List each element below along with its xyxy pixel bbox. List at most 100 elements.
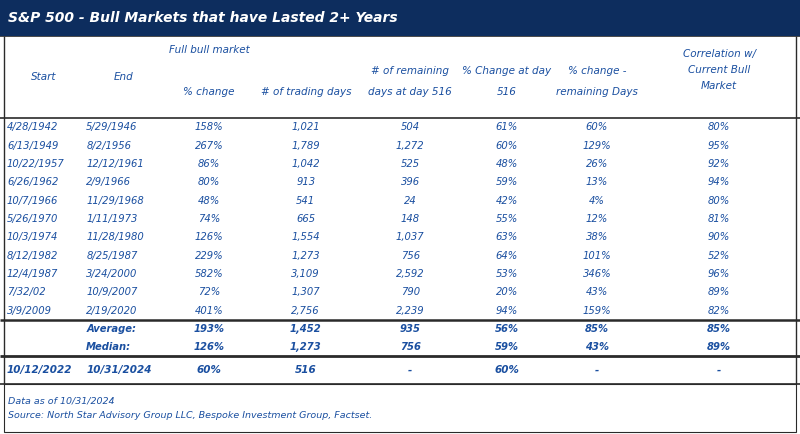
Text: 94%: 94%: [496, 306, 518, 316]
Text: 11/28/1980: 11/28/1980: [86, 232, 144, 242]
Text: Market: Market: [701, 81, 738, 91]
Text: 1,273: 1,273: [291, 250, 320, 260]
Text: 7/32/02: 7/32/02: [7, 287, 46, 297]
Text: 2,756: 2,756: [291, 306, 320, 316]
Text: 11/29/1968: 11/29/1968: [86, 196, 144, 206]
Text: 756: 756: [401, 250, 420, 260]
Text: 1,789: 1,789: [291, 141, 320, 151]
Text: 1/11/1973: 1/11/1973: [86, 214, 138, 224]
Text: 1,273: 1,273: [290, 342, 322, 352]
Text: remaining Days: remaining Days: [556, 87, 638, 97]
Text: Correlation w/: Correlation w/: [682, 49, 756, 59]
Text: 8/2/1956: 8/2/1956: [86, 141, 131, 151]
Text: 504: 504: [401, 122, 420, 132]
Text: 55%: 55%: [496, 214, 518, 224]
Text: 38%: 38%: [586, 232, 608, 242]
Text: 126%: 126%: [194, 342, 225, 352]
Text: 1,452: 1,452: [290, 324, 322, 334]
Text: 1,554: 1,554: [291, 232, 320, 242]
Text: 24: 24: [404, 196, 417, 206]
Text: 3/9/2009: 3/9/2009: [7, 306, 52, 316]
Text: 12/4/1987: 12/4/1987: [7, 269, 58, 279]
Text: 159%: 159%: [582, 306, 611, 316]
Text: 72%: 72%: [198, 287, 220, 297]
Text: 80%: 80%: [708, 122, 730, 132]
Text: 516: 516: [497, 87, 517, 97]
Text: 94%: 94%: [708, 177, 730, 187]
Text: 193%: 193%: [194, 324, 225, 334]
Text: 80%: 80%: [708, 196, 730, 206]
Bar: [4, 384, 796, 432]
Text: % change: % change: [183, 87, 235, 97]
Text: Current Bull: Current Bull: [688, 65, 750, 75]
Text: 85%: 85%: [585, 324, 609, 334]
Text: 59%: 59%: [495, 342, 519, 352]
Text: 1,272: 1,272: [396, 141, 425, 151]
Text: Full bull market: Full bull market: [169, 45, 250, 55]
Text: Median:: Median:: [86, 342, 131, 352]
Text: 4/28/1942: 4/28/1942: [7, 122, 58, 132]
Text: 10/31/2024: 10/31/2024: [86, 365, 152, 375]
Text: 101%: 101%: [582, 250, 611, 260]
Text: 12%: 12%: [586, 214, 608, 224]
Text: 229%: 229%: [195, 250, 223, 260]
Text: 935: 935: [400, 324, 421, 334]
Text: 6/26/1962: 6/26/1962: [7, 177, 58, 187]
Text: 60%: 60%: [586, 122, 608, 132]
Bar: [0, 0, 800, 36]
Text: 52%: 52%: [708, 250, 730, 260]
Text: 129%: 129%: [582, 141, 611, 151]
Text: -: -: [594, 365, 599, 375]
Text: 43%: 43%: [586, 287, 608, 297]
Text: 59%: 59%: [496, 177, 518, 187]
Text: 516: 516: [295, 365, 317, 375]
Text: 10/12/2022: 10/12/2022: [7, 365, 73, 375]
Text: 12/12/1961: 12/12/1961: [86, 159, 144, 169]
Text: 60%: 60%: [496, 141, 518, 151]
Text: 2,592: 2,592: [396, 269, 425, 279]
Text: -: -: [717, 365, 722, 375]
Text: 1,042: 1,042: [291, 159, 320, 169]
Text: 26%: 26%: [586, 159, 608, 169]
Text: 96%: 96%: [708, 269, 730, 279]
Text: 1,037: 1,037: [396, 232, 425, 242]
Text: 42%: 42%: [496, 196, 518, 206]
Text: 43%: 43%: [585, 342, 609, 352]
Text: 346%: 346%: [582, 269, 611, 279]
Text: 5/29/1946: 5/29/1946: [86, 122, 138, 132]
Text: 61%: 61%: [496, 122, 518, 132]
Text: 80%: 80%: [198, 177, 220, 187]
Text: 95%: 95%: [708, 141, 730, 151]
Text: 48%: 48%: [198, 196, 220, 206]
Text: 10/9/2007: 10/9/2007: [86, 287, 138, 297]
Text: 90%: 90%: [708, 232, 730, 242]
Text: 60%: 60%: [197, 365, 222, 375]
Text: # of trading days: # of trading days: [261, 87, 351, 97]
Text: Average:: Average:: [86, 324, 136, 334]
Text: 790: 790: [401, 287, 420, 297]
Text: End: End: [114, 72, 134, 82]
Text: 74%: 74%: [198, 214, 220, 224]
Text: 3,109: 3,109: [291, 269, 320, 279]
Text: 525: 525: [401, 159, 420, 169]
Text: 10/22/1957: 10/22/1957: [7, 159, 65, 169]
Text: 126%: 126%: [195, 232, 223, 242]
Text: 2/19/2020: 2/19/2020: [86, 306, 138, 316]
Text: 10/3/1974: 10/3/1974: [7, 232, 58, 242]
Text: 63%: 63%: [496, 232, 518, 242]
Text: # of remaining: # of remaining: [371, 66, 450, 76]
Text: 89%: 89%: [707, 342, 731, 352]
Text: 5/26/1970: 5/26/1970: [7, 214, 58, 224]
Text: 158%: 158%: [195, 122, 223, 132]
Text: 148: 148: [401, 214, 420, 224]
Text: 582%: 582%: [195, 269, 223, 279]
Text: 81%: 81%: [708, 214, 730, 224]
Text: Start: Start: [31, 72, 56, 82]
Text: 2/9/1966: 2/9/1966: [86, 177, 131, 187]
Text: 85%: 85%: [707, 324, 731, 334]
Text: 267%: 267%: [195, 141, 223, 151]
Text: days at day 516: days at day 516: [369, 87, 452, 97]
Text: 8/25/1987: 8/25/1987: [86, 250, 138, 260]
Text: 665: 665: [296, 214, 315, 224]
Text: 10/7/1966: 10/7/1966: [7, 196, 58, 206]
